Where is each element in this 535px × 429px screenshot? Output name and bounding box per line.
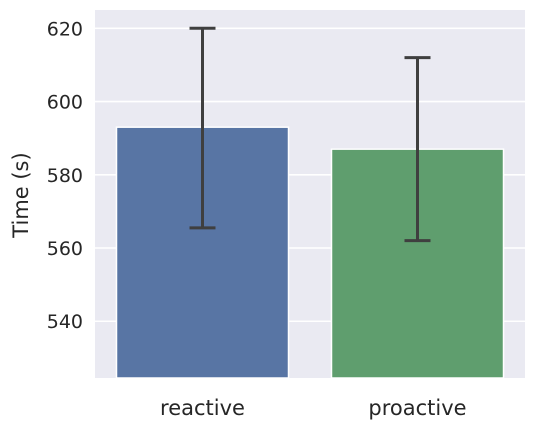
- error-bar-proactive: [404, 56, 431, 243]
- x-tick-label-proactive: proactive: [368, 396, 466, 420]
- x-tick-labels: reactive proactive: [160, 396, 467, 420]
- y-tick-label: 560: [47, 238, 83, 260]
- y-tick-labels: 540 560 580 600 620: [47, 18, 83, 333]
- y-tick-label: 600: [47, 92, 83, 114]
- y-tick-label: 620: [47, 18, 83, 40]
- error-bars: [189, 26, 431, 243]
- y-tick-label: 580: [47, 165, 83, 187]
- x-tick-label-reactive: reactive: [160, 396, 245, 420]
- error-bar-reactive: [189, 26, 216, 230]
- y-axis-label: Time (s): [9, 152, 33, 238]
- y-tick-label: 540: [47, 311, 83, 333]
